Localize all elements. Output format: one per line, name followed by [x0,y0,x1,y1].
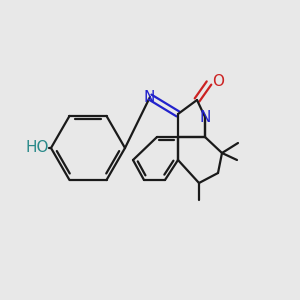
Text: HO: HO [26,140,49,155]
Text: N: N [199,110,211,124]
Text: N: N [143,89,155,104]
Text: O: O [212,74,224,89]
